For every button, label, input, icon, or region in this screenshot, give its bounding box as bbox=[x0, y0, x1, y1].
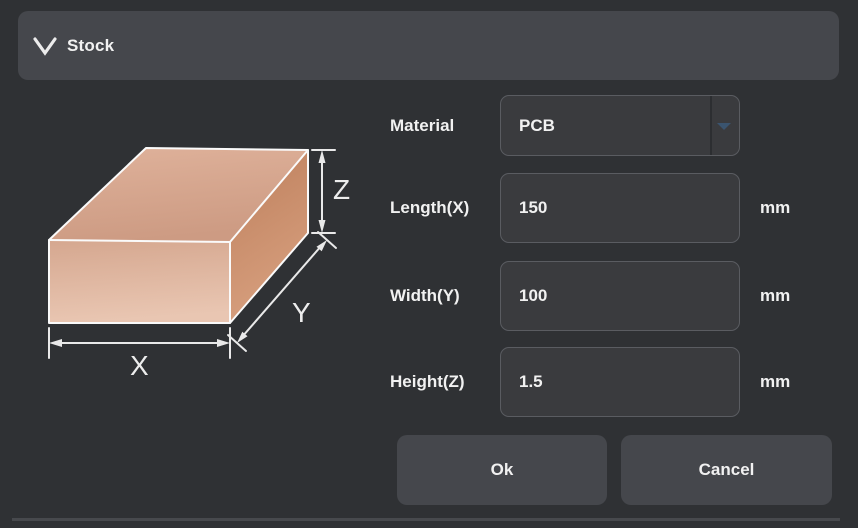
material-select[interactable]: PCB bbox=[500, 95, 740, 156]
length-x-unit: mm bbox=[760, 198, 791, 217]
material-label: Material bbox=[390, 116, 455, 135]
length-x-field bbox=[500, 173, 740, 243]
ok-button[interactable]: Ok bbox=[397, 435, 607, 505]
width-y-unit: mm bbox=[760, 286, 791, 305]
bottom-divider bbox=[12, 518, 840, 521]
length-x-input[interactable] bbox=[501, 174, 739, 242]
length-x-label: Length(X) bbox=[390, 198, 470, 217]
x-dimension-label: X bbox=[130, 350, 149, 381]
height-z-input[interactable] bbox=[501, 348, 739, 416]
dropdown-arrow-icon[interactable] bbox=[717, 122, 731, 130]
z-dimension-label: Z bbox=[333, 174, 350, 205]
height-z-field bbox=[500, 347, 740, 417]
width-y-input[interactable] bbox=[501, 262, 739, 330]
width-y-label: Width(Y) bbox=[390, 286, 460, 305]
stock-section-header[interactable]: Stock bbox=[18, 11, 839, 80]
dimension-arrowheads bbox=[49, 150, 327, 347]
material-value: PCB bbox=[519, 115, 555, 135]
stock-box-image bbox=[48, 147, 309, 324]
cancel-button[interactable]: Cancel bbox=[621, 435, 832, 505]
section-title: Stock bbox=[67, 35, 115, 55]
y-dimension-label: Y bbox=[292, 297, 311, 328]
chevron-down-icon[interactable] bbox=[33, 36, 57, 56]
height-z-label: Height(Z) bbox=[390, 372, 465, 391]
combo-separator bbox=[710, 96, 712, 155]
height-z-unit: mm bbox=[760, 372, 791, 391]
stock-3d-diagram: X Y Z bbox=[48, 147, 350, 381]
width-y-field bbox=[500, 261, 740, 331]
